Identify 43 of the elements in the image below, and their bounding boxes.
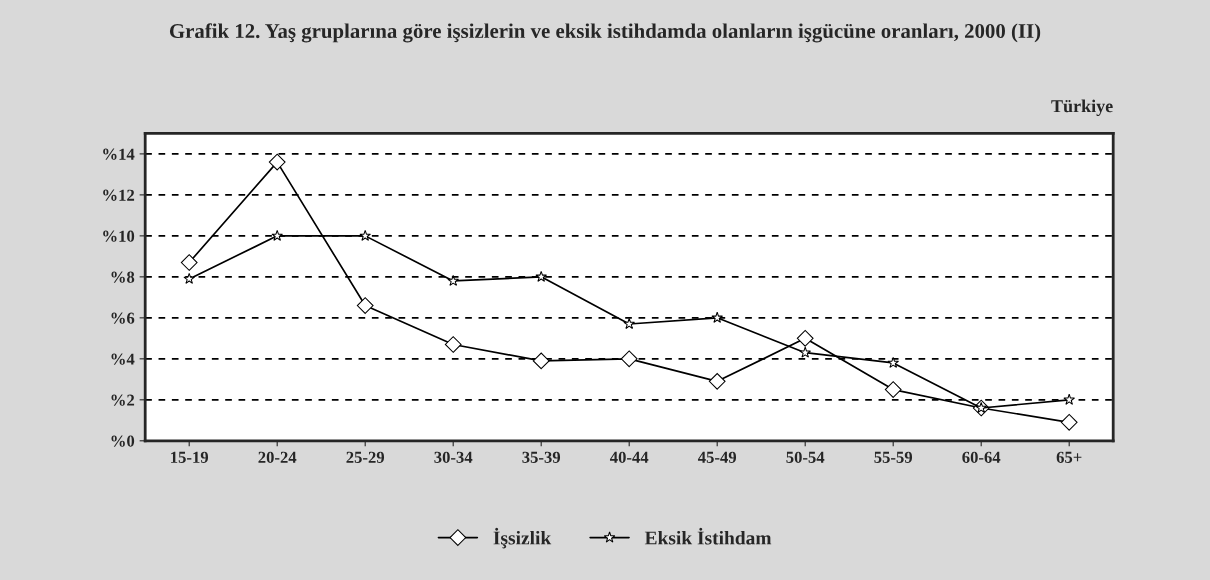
x-tick-label: 65+	[1056, 451, 1082, 463]
y-tick-label: %8	[111, 271, 135, 283]
point	[711, 311, 723, 323]
point	[1060, 413, 1078, 431]
y-tick-label: %12	[103, 189, 135, 201]
x-tick-label: 55-59	[874, 451, 913, 463]
x-tick-label: 20-24	[258, 451, 297, 463]
point	[708, 372, 726, 390]
point	[183, 272, 195, 284]
point	[268, 153, 286, 171]
point	[535, 270, 547, 282]
chart-title: Grafik 12. Yaş gruplarına göre işsizlerin ve eksik istihdamda olanların işgücüne oranları, 2000 (II)	[169, 23, 1041, 43]
point	[447, 274, 459, 286]
point	[620, 350, 638, 368]
point	[796, 329, 814, 347]
point	[799, 346, 811, 358]
point	[884, 381, 902, 398]
y-tick-label: %2	[111, 394, 135, 406]
x-tick-label: 40-44	[609, 451, 649, 463]
y-tick-label: %10	[103, 230, 135, 242]
x-tick-label: 25-29	[346, 451, 385, 463]
x-tick-label: 60-64	[962, 451, 1001, 463]
point	[359, 229, 371, 241]
point	[444, 336, 462, 353]
y-tick-label: %6	[111, 312, 135, 324]
y-tick-label: %0	[111, 435, 135, 447]
point	[887, 356, 899, 368]
point	[532, 352, 550, 370]
legend-label: İşsizlik	[493, 527, 552, 549]
point	[356, 297, 374, 314]
point	[1063, 393, 1075, 405]
x-tick-label: 50-54	[786, 451, 825, 463]
x-tick-label: 35-39	[522, 451, 561, 463]
x-tick-label: 45-49	[697, 451, 737, 463]
point	[271, 229, 283, 241]
point	[623, 317, 635, 329]
y-tick-label: %14	[103, 148, 135, 160]
point	[180, 254, 198, 271]
x-tick-label: 30-34	[434, 451, 473, 463]
x-tick-label: 15-19	[171, 451, 209, 463]
y-tick-label: %4	[111, 353, 135, 365]
legend-label: Eksik İstihdam	[644, 527, 772, 545]
text: Türkiye	[1051, 99, 1113, 116]
